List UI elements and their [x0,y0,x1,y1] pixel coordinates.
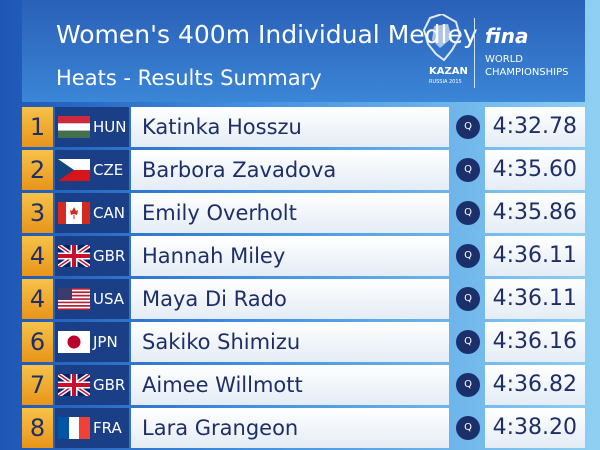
federation-name: fina [485,24,529,48]
flag [58,331,90,353]
country-code: HUN [93,118,127,136]
result-row: 7 GBR Aimee Willmott 4:36.82 Q [22,365,585,405]
rank: 4 [22,236,53,276]
qualified-badge: Q [456,416,480,440]
nation: HUN [55,107,129,147]
time: 4:36.11 [485,236,585,276]
logo-divider [474,18,475,88]
nation: CZE [55,150,129,190]
nation: GBR [55,236,129,276]
flag [58,116,90,138]
time: 4:36.82 [485,365,585,405]
time: 4:36.16 [485,322,585,362]
country-code: CAN [93,204,125,222]
rank: 8 [22,408,53,448]
rank: 3 [22,193,53,233]
athlete-name: Katinka Hosszu [131,107,449,147]
qualified-badge: Q [456,201,480,225]
flag [58,288,90,310]
rank: 7 [22,365,53,405]
header: Women's 400m Individual Medley Heats - R… [22,0,585,102]
rank: 6 [22,322,53,362]
subtitle: Heats - Results Summary [56,66,322,90]
country-code: USA [93,290,125,308]
time: 4:38.20 [485,408,585,448]
time: 4:36.11 [485,279,585,319]
flag [58,374,90,396]
result-row: 2 CZE Barbora Zavadova 4:35.60 Q [22,150,585,190]
flag [58,245,90,267]
athlete-name: Maya Di Rado [131,279,449,319]
nation: GBR [55,365,129,405]
athlete-name: Aimee Willmott [131,365,449,405]
country-code: FRA [93,419,122,437]
federation-line1: WORLD [485,54,523,65]
nation: JPN [55,322,129,362]
result-row: 4 GBR Hannah Miley 4:36.11 Q [22,236,585,276]
flag [58,159,90,181]
nation: USA [55,279,129,319]
nation: FRA [55,408,129,448]
country-code: GBR [93,247,126,265]
qualified-badge: Q [456,115,480,139]
athlete-name: Emily Overholt [131,193,449,233]
rank: 2 [22,150,53,190]
qualified-badge: Q [456,244,480,268]
qualified-badge: Q [456,330,480,354]
athlete-name: Barbora Zavadova [131,150,449,190]
kazan-emblem [422,14,462,62]
time: 4:35.60 [485,150,585,190]
athlete-name: Sakiko Shimizu [131,322,449,362]
result-row: 1 HUN Katinka Hosszu 4:32.78 Q [22,107,585,147]
event-edition: RUSSIA 2015 [429,79,462,85]
time: 4:35.86 [485,193,585,233]
title: Women's 400m Individual Medley [56,20,478,49]
result-row: 8 FRA Lara Grangeon 4:38.20 Q [22,408,585,448]
country-code: JPN [93,333,118,351]
qualified-badge: Q [456,287,480,311]
flag [58,417,90,439]
qualified-badge: Q [456,158,480,182]
time: 4:32.78 [485,107,585,147]
flag [58,202,90,224]
result-row: 3 CAN Emily Overholt 4:35.86 Q [22,193,585,233]
nation: CAN [55,193,129,233]
result-row: 6 JPN Sakiko Shimizu 4:36.16 Q [22,322,585,362]
event-city: KAZAN [429,66,468,77]
qualified-badge: Q [456,373,480,397]
athlete-name: Hannah Miley [131,236,449,276]
athlete-name: Lara Grangeon [131,408,449,448]
result-row: 4 USA Maya Di Rado 4:36.11 Q [22,279,585,319]
federation-line2: CHAMPIONSHIPS [485,67,569,78]
country-code: GBR [93,376,126,394]
rank: 4 [22,279,53,319]
rank: 1 [22,107,53,147]
country-code: CZE [93,161,124,179]
